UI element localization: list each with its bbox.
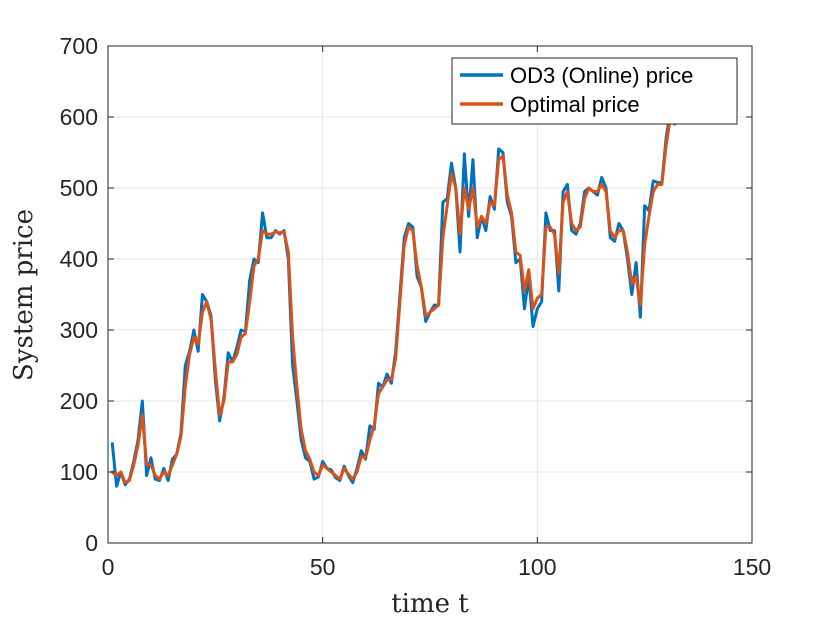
y-axis-title: System price [9, 209, 39, 381]
tick-labels: 0 50 100 150 0 100 200 300 400 500 600 700 [60, 33, 772, 580]
y-tick-label-400: 400 [60, 246, 98, 272]
series-line-optimal-price [110, 115, 677, 485]
y-axis-label: System price [9, 209, 39, 381]
y-tick-label-200: 200 [60, 388, 98, 414]
y-tick-label-600: 600 [60, 104, 98, 130]
y-tick-label-700: 700 [60, 33, 98, 59]
legend-box [451, 57, 738, 125]
y-tick-label-100: 100 [60, 459, 98, 485]
plot-frame [107, 45, 753, 544]
legend: OD3 (Online) price Optimal price [451, 57, 738, 125]
plot-area [108, 46, 752, 543]
y-tick-label-300: 300 [60, 317, 98, 343]
y-tick-label-0: 0 [85, 530, 98, 556]
x-tick-label-50: 50 [310, 554, 336, 580]
series-layer [110, 108, 677, 488]
x-axis-title: time t [391, 589, 469, 619]
y-tick-label-500: 500 [60, 175, 98, 201]
legend-label-od3: OD3 (Online) price [510, 63, 693, 88]
ticks [107, 45, 753, 544]
x-axis-label: time t [391, 589, 469, 619]
x-tick-label-0: 0 [102, 554, 115, 580]
x-tick-label-100: 100 [518, 554, 556, 580]
legend-label-optimal: Optimal price [510, 92, 640, 117]
x-tick-label-150: 150 [733, 554, 771, 580]
